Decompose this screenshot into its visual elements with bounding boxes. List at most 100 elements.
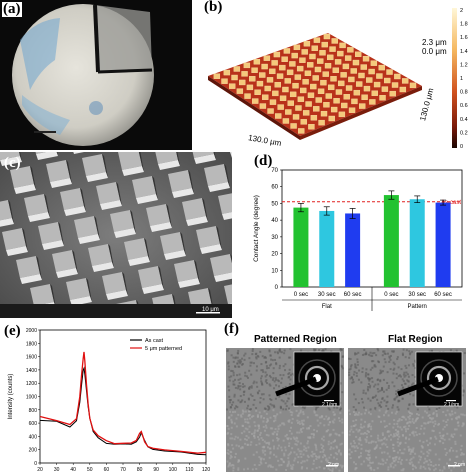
- tem-noise: [270, 398, 273, 401]
- tem-noise: [280, 399, 283, 402]
- tem-noise: [264, 429, 267, 432]
- tem-noise: [271, 359, 274, 362]
- tem-noise: [247, 397, 250, 400]
- tem-noise: [297, 440, 300, 443]
- y-axis-label: Intensity (counts): [8, 374, 14, 420]
- tem-noise: [459, 434, 462, 437]
- tem-noise: [237, 378, 240, 381]
- tem-noise: [400, 428, 403, 431]
- tem-noise: [367, 431, 370, 434]
- tem-noise: [241, 412, 244, 415]
- tem-noise: [420, 424, 423, 427]
- tem-noise: [274, 358, 277, 361]
- tem-noise: [360, 413, 363, 416]
- tem-noise: [355, 352, 358, 355]
- tem-noise: [299, 429, 302, 432]
- tem-noise: [354, 353, 357, 356]
- afm-pillar: [275, 113, 282, 119]
- tem-noise: [237, 459, 240, 462]
- tem-noise: [284, 408, 287, 411]
- tem-noise: [341, 431, 344, 434]
- tem-noise: [360, 381, 363, 384]
- y-tick-label: 10: [271, 268, 278, 274]
- tem-noise: [286, 465, 289, 468]
- tem-noise: [379, 379, 382, 382]
- sem-pillar-top: [118, 152, 142, 170]
- tem-noise: [407, 410, 410, 413]
- tem-noise: [400, 452, 403, 455]
- afm-pillar: [293, 44, 301, 51]
- tem-noise: [282, 365, 285, 368]
- tem-noise: [381, 432, 384, 435]
- y-tick-label: 1600: [26, 355, 37, 361]
- tem-noise: [253, 436, 256, 439]
- tem-noise: [306, 454, 309, 457]
- tem-noise: [407, 385, 410, 388]
- tem-noise: [266, 441, 269, 444]
- tem-noise: [269, 416, 272, 419]
- sem-pillar-shadow: [176, 152, 180, 166]
- tem-noise: [360, 423, 363, 426]
- tem-noise: [438, 469, 441, 472]
- tem-noise: [332, 411, 335, 414]
- tem-noise: [279, 374, 282, 377]
- tem-noise: [288, 383, 291, 386]
- tem-noise: [328, 434, 331, 437]
- tem-noise: [407, 427, 410, 430]
- tem-noise: [269, 447, 272, 450]
- tem-noise: [365, 409, 368, 412]
- tem-noise: [274, 377, 277, 380]
- tem-noise: [260, 363, 263, 366]
- tem-noise: [442, 428, 445, 431]
- panel-label-a: (a): [2, 1, 22, 17]
- tem-noise: [373, 396, 376, 399]
- tem-noise: [355, 372, 358, 375]
- tem-noise: [269, 354, 272, 357]
- tem-noise: [286, 463, 289, 466]
- tem-noise: [396, 425, 399, 428]
- tem-noise: [404, 430, 407, 433]
- tem-noise: [310, 454, 313, 457]
- tem-noise: [308, 436, 311, 439]
- tem-noise: [253, 432, 256, 435]
- tem-noise: [238, 373, 241, 376]
- sem-pillar-shadow: [230, 254, 232, 263]
- tem-noise: [287, 462, 290, 465]
- afm-pillar: [284, 78, 291, 84]
- legend-label: 5 μm patterned: [145, 346, 182, 352]
- tem-noise: [335, 462, 338, 465]
- tem-noise: [323, 467, 326, 470]
- tem-noise: [265, 367, 268, 370]
- tem-noise: [262, 425, 265, 428]
- tem-noise: [299, 442, 302, 445]
- sem-pillar-edge: [230, 152, 232, 158]
- tem-noise: [246, 418, 249, 421]
- tem-noise: [410, 449, 413, 452]
- tem-noise: [400, 384, 403, 387]
- tem-noise: [388, 435, 391, 438]
- tem-noise: [353, 370, 356, 373]
- tem-noise: [428, 442, 431, 445]
- tem-noise: [407, 375, 410, 378]
- tem-noise: [306, 427, 309, 430]
- tem-noise: [234, 410, 237, 413]
- tem-noise: [399, 461, 402, 464]
- tem-noise: [368, 379, 371, 382]
- tem-noise: [312, 436, 315, 439]
- tem-noise: [293, 451, 296, 454]
- afm-pillar: [305, 101, 312, 107]
- sem-pillar-edge: [194, 154, 216, 164]
- tem-noise: [256, 414, 259, 417]
- tem-noise: [263, 445, 266, 448]
- tem-noise: [384, 425, 387, 428]
- tem-noise: [315, 466, 318, 469]
- tem-noise: [353, 393, 356, 396]
- afm-pillar: [376, 73, 383, 79]
- tem-noise: [311, 468, 314, 471]
- bar: [293, 207, 309, 287]
- sem-pillar-top: [110, 210, 134, 232]
- tem-noise: [268, 350, 271, 353]
- tem-noise: [408, 353, 411, 356]
- tem-scale-right: 2 nm: [454, 462, 466, 468]
- afm-pillar: [366, 77, 373, 83]
